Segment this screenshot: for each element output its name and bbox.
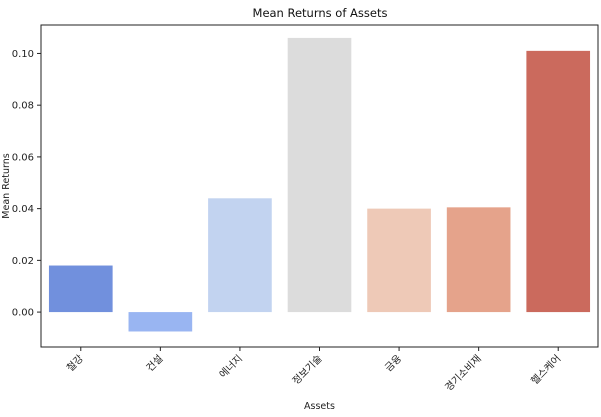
x-tick-label: 철강	[64, 353, 86, 375]
x-axis-title: Assets	[304, 401, 335, 412]
x-tick-label: 에너지	[217, 353, 245, 381]
y-tick-label: 0.08	[12, 101, 34, 112]
bar	[128, 312, 193, 332]
bar	[367, 208, 431, 313]
bar	[287, 37, 352, 313]
y-tick-label: 0.06	[12, 152, 34, 163]
bar	[208, 198, 272, 313]
chart-title: Mean Returns of Assets	[253, 6, 388, 20]
y-axis-title: Mean Returns	[1, 153, 12, 218]
bar	[446, 207, 511, 313]
y-tick-label: 0.10	[12, 49, 34, 60]
x-tick-label: 헬스케어	[529, 353, 564, 388]
y-axis-ticks: 0.00 0.02 0.04 0.06 0.08 0.10	[12, 49, 41, 319]
plot-frame	[40, 24, 599, 348]
y-tick-label: 0.04	[12, 204, 34, 215]
y-tick-label: 0.02	[12, 256, 34, 267]
x-tick-label: 경기소비재	[442, 352, 484, 394]
bar	[48, 265, 113, 313]
bars	[48, 37, 591, 332]
bar	[526, 50, 591, 313]
x-tick-label: 건설	[144, 353, 166, 375]
x-axis-ticks: 철강 건설 에너지 정보기술 금융 경기소비재 헬스케어	[64, 347, 563, 394]
y-tick-label: 0.00	[12, 308, 34, 319]
x-tick-label: 정보기술	[290, 353, 325, 388]
x-tick-label: 금융	[383, 353, 405, 375]
